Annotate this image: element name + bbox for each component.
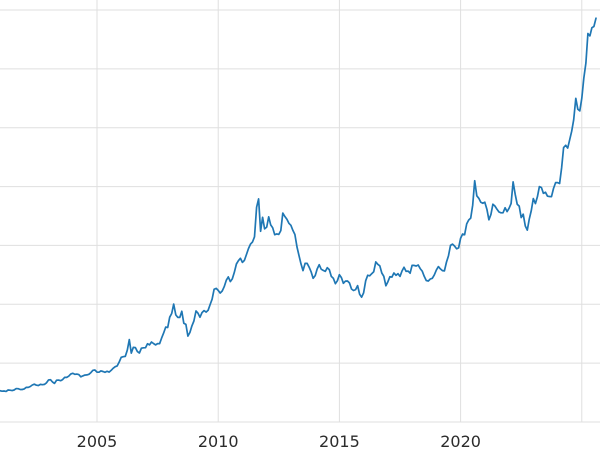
x-tick-label: 2015	[319, 432, 360, 450]
price-series	[0, 17, 597, 393]
x-tick-label: 2005	[77, 432, 118, 450]
x-axis-tick-labels: 2005 2010 2015 2020	[77, 432, 481, 450]
gridlines	[0, 0, 600, 423]
line-series	[0, 17, 597, 393]
x-tick-label: 2010	[198, 432, 239, 450]
x-tick-label: 2020	[440, 432, 481, 450]
